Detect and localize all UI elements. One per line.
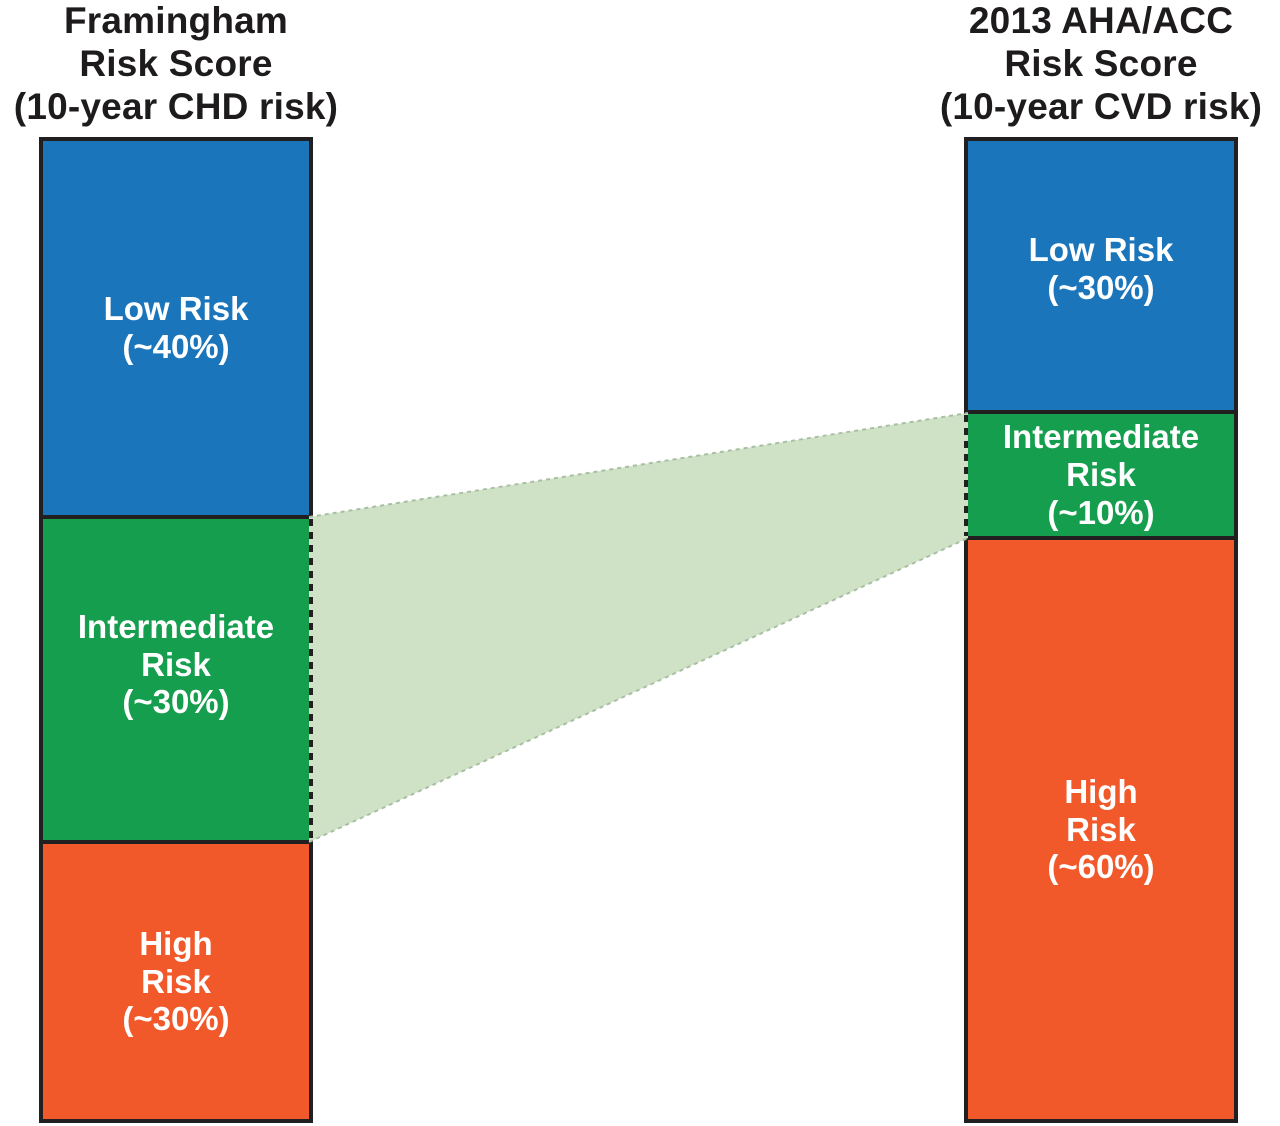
aha-acc-high-risk-segment: High Risk (~60%) — [968, 536, 1234, 1119]
aha-acc-low-risk-segment: Low Risk (~30%) — [968, 141, 1234, 410]
framingham-intermediate-risk-segment: Intermediate Risk (~30%) — [43, 515, 309, 840]
aha-acc-bar: Low Risk (~30%) Intermediate Risk (~10%)… — [964, 137, 1238, 1123]
connector-band-top-edge — [308, 412, 969, 518]
aha-acc-bar-title: 2013 AHA/ACC Risk Score (10-year CVD ris… — [939, 0, 1263, 127]
connector-band-polygon — [309, 413, 968, 842]
aha-acc-intermediate-risk-segment: Intermediate Risk (~10%) — [968, 410, 1234, 536]
connector-band-bottom-edge — [308, 537, 969, 843]
framingham-low-risk-segment: Low Risk (~40%) — [43, 141, 309, 515]
framingham-bar: Low Risk (~40%) Intermediate Risk (~30%)… — [39, 137, 313, 1123]
framingham-high-risk-segment: High Risk (~30%) — [43, 840, 309, 1119]
framingham-bar-title: Framingham Risk Score (10-year CHD risk) — [13, 0, 339, 127]
